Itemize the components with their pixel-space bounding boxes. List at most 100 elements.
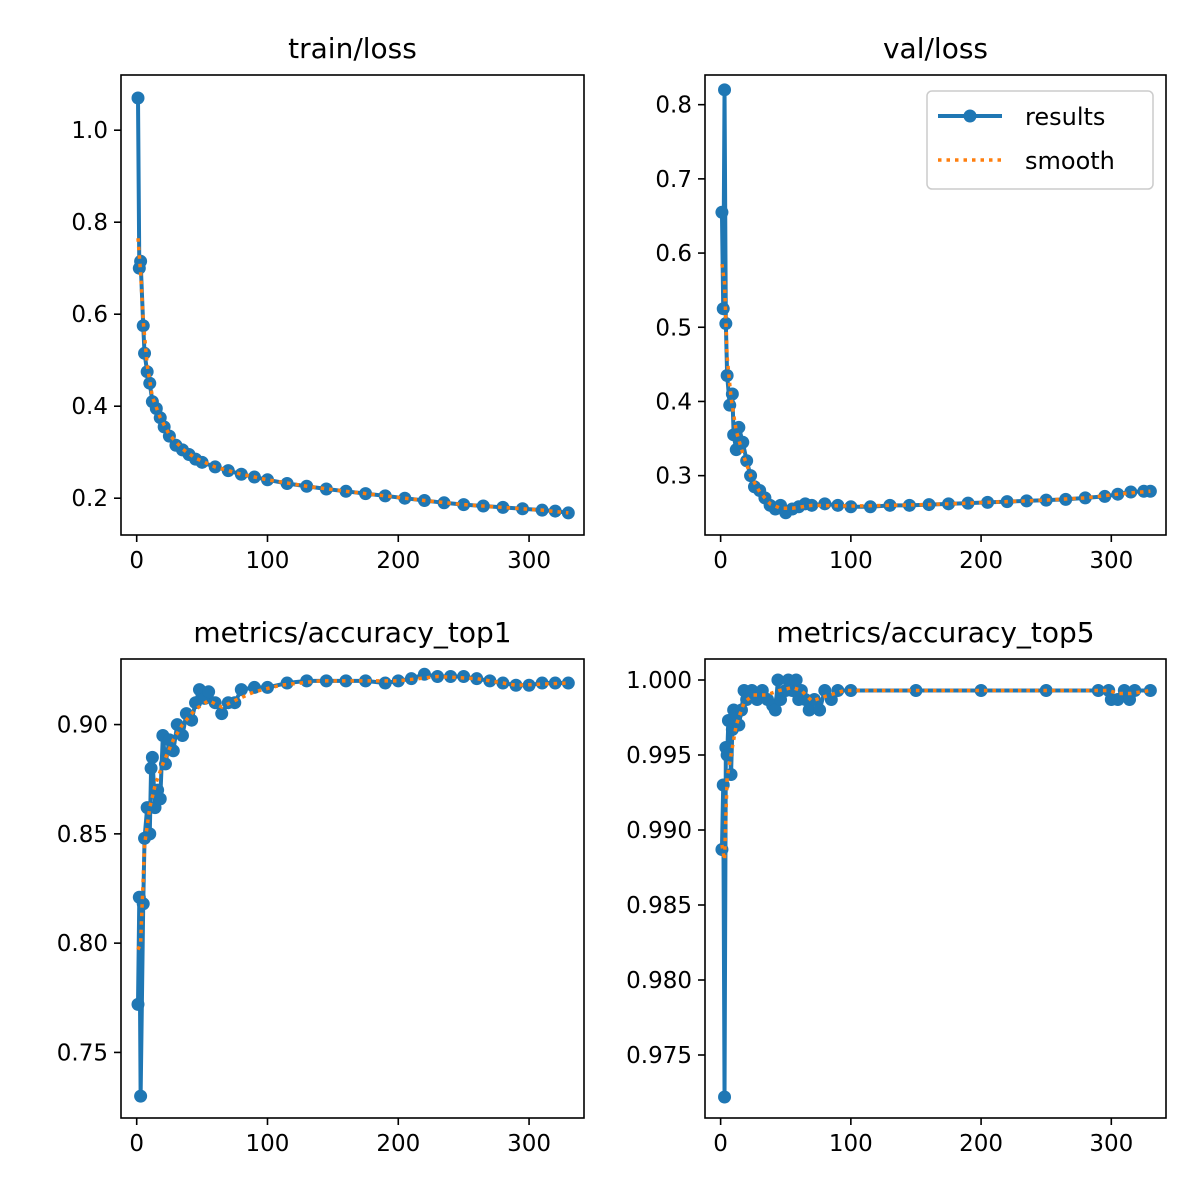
results-point xyxy=(378,489,392,503)
results-point xyxy=(131,91,145,105)
axes-frame xyxy=(120,74,585,536)
y-tick-label: 0.990 xyxy=(626,818,692,844)
results-point xyxy=(496,500,510,514)
results-point xyxy=(961,496,975,510)
results-point xyxy=(234,683,248,697)
panel-title: val/loss xyxy=(883,32,988,65)
results-point xyxy=(516,502,530,516)
panel-4: metrics/accuracy_top5 0 100 200 300 0.975 0.98… xyxy=(626,616,1167,1157)
results-point xyxy=(339,484,353,498)
panel-1: train/loss 0 100 200 300 0.2 0.4 0.6 0.8 1.0 xyxy=(71,32,585,574)
y-tick-label: 0.8 xyxy=(71,210,108,236)
y-tick-label: 0.8 xyxy=(655,93,692,119)
results-point xyxy=(734,703,748,717)
results-point xyxy=(771,673,785,687)
panel-title: metrics/accuracy_top1 xyxy=(193,616,511,649)
x-tick-label: 0 xyxy=(713,548,728,574)
results-point xyxy=(720,748,734,762)
plot-area xyxy=(131,91,575,520)
results-point xyxy=(234,467,248,481)
plot-area xyxy=(131,667,575,1103)
panel-title: train/loss xyxy=(288,32,417,65)
smooth-series-line xyxy=(720,263,1151,511)
results-point xyxy=(509,678,523,692)
plot-area xyxy=(715,673,1157,1104)
legend-results-label: results xyxy=(1025,103,1105,131)
panel-2: val/loss 0 100 200 300 0.3 0.4 0.5 0.6 0.7 0.8 resu… xyxy=(655,32,1167,574)
results-point xyxy=(202,685,216,699)
results-series-line xyxy=(719,678,1153,1099)
results-point xyxy=(720,368,734,382)
y-tick-label: 1.0 xyxy=(71,118,108,144)
results-point xyxy=(715,205,729,219)
panel-3: metrics/accuracy_top1 0 100 200 300 0.75 0.80 0… xyxy=(57,616,585,1157)
results-point xyxy=(437,496,451,510)
results-point xyxy=(548,504,562,518)
y-tick-label: 0.985 xyxy=(626,893,692,919)
smooth-series-line xyxy=(136,238,569,515)
results-point xyxy=(1124,485,1138,499)
results-point xyxy=(974,684,988,697)
x-tick-label: 100 xyxy=(246,548,290,574)
y-tick-label: 0.85 xyxy=(57,822,108,848)
results-point xyxy=(824,693,838,706)
results-point xyxy=(398,491,412,505)
results-point xyxy=(789,673,803,687)
results-point xyxy=(457,498,471,512)
results-point xyxy=(131,997,145,1011)
results-point xyxy=(470,672,484,686)
y-tick-label: 0.80 xyxy=(57,931,108,957)
results-point xyxy=(802,703,816,717)
y-tick-label: 0.975 xyxy=(626,1043,692,1069)
results-point xyxy=(813,703,827,717)
plot-area xyxy=(715,83,1157,520)
y-tick-label: 0.995 xyxy=(626,743,692,769)
y-tick-label: 0.4 xyxy=(71,394,108,420)
results-point xyxy=(1091,684,1105,697)
x-tick-label: 200 xyxy=(959,1131,1003,1157)
results-point xyxy=(535,676,549,690)
results-point xyxy=(1143,684,1157,697)
results-point xyxy=(162,733,176,747)
results-point xyxy=(1020,494,1034,508)
legend-results-marker xyxy=(963,109,977,123)
smooth-series-line xyxy=(720,685,1151,861)
results-point xyxy=(768,703,782,717)
results-point xyxy=(1111,693,1125,706)
y-tick-label: 0.7 xyxy=(655,167,692,193)
smooth-series-line xyxy=(136,674,569,951)
results-point xyxy=(736,435,750,449)
x-tick-label: 300 xyxy=(1089,548,1133,574)
results-point xyxy=(732,420,746,434)
results-point xyxy=(319,482,333,496)
results-point xyxy=(145,750,159,764)
results-point xyxy=(247,680,261,694)
results-point xyxy=(561,676,575,690)
panel-title: metrics/accuracy_top5 xyxy=(776,616,1094,649)
x-tick-label: 100 xyxy=(829,1131,873,1157)
x-tick-label: 0 xyxy=(129,548,144,574)
results-point xyxy=(134,254,148,268)
axes-frame xyxy=(120,658,585,1119)
results-point xyxy=(134,1089,148,1103)
results-point xyxy=(260,473,274,487)
axes-frame xyxy=(704,74,1167,536)
results-point xyxy=(175,729,189,742)
y-tick-label: 0.6 xyxy=(655,241,692,267)
results-point xyxy=(158,757,172,771)
y-tick-label: 0.2 xyxy=(71,486,108,512)
results-point xyxy=(483,674,497,688)
results-point xyxy=(902,498,916,512)
x-tick-label: 300 xyxy=(507,548,551,574)
results-point xyxy=(215,707,229,721)
results-point xyxy=(1078,491,1092,505)
results-point xyxy=(138,346,152,360)
results-point xyxy=(153,792,167,806)
y-tick-label: 0.90 xyxy=(57,713,108,739)
x-tick-label: 300 xyxy=(507,1131,551,1157)
results-point xyxy=(807,693,821,706)
x-tick-label: 300 xyxy=(1089,1131,1133,1157)
results-series-line xyxy=(136,672,571,1099)
results-series-line xyxy=(136,96,571,515)
